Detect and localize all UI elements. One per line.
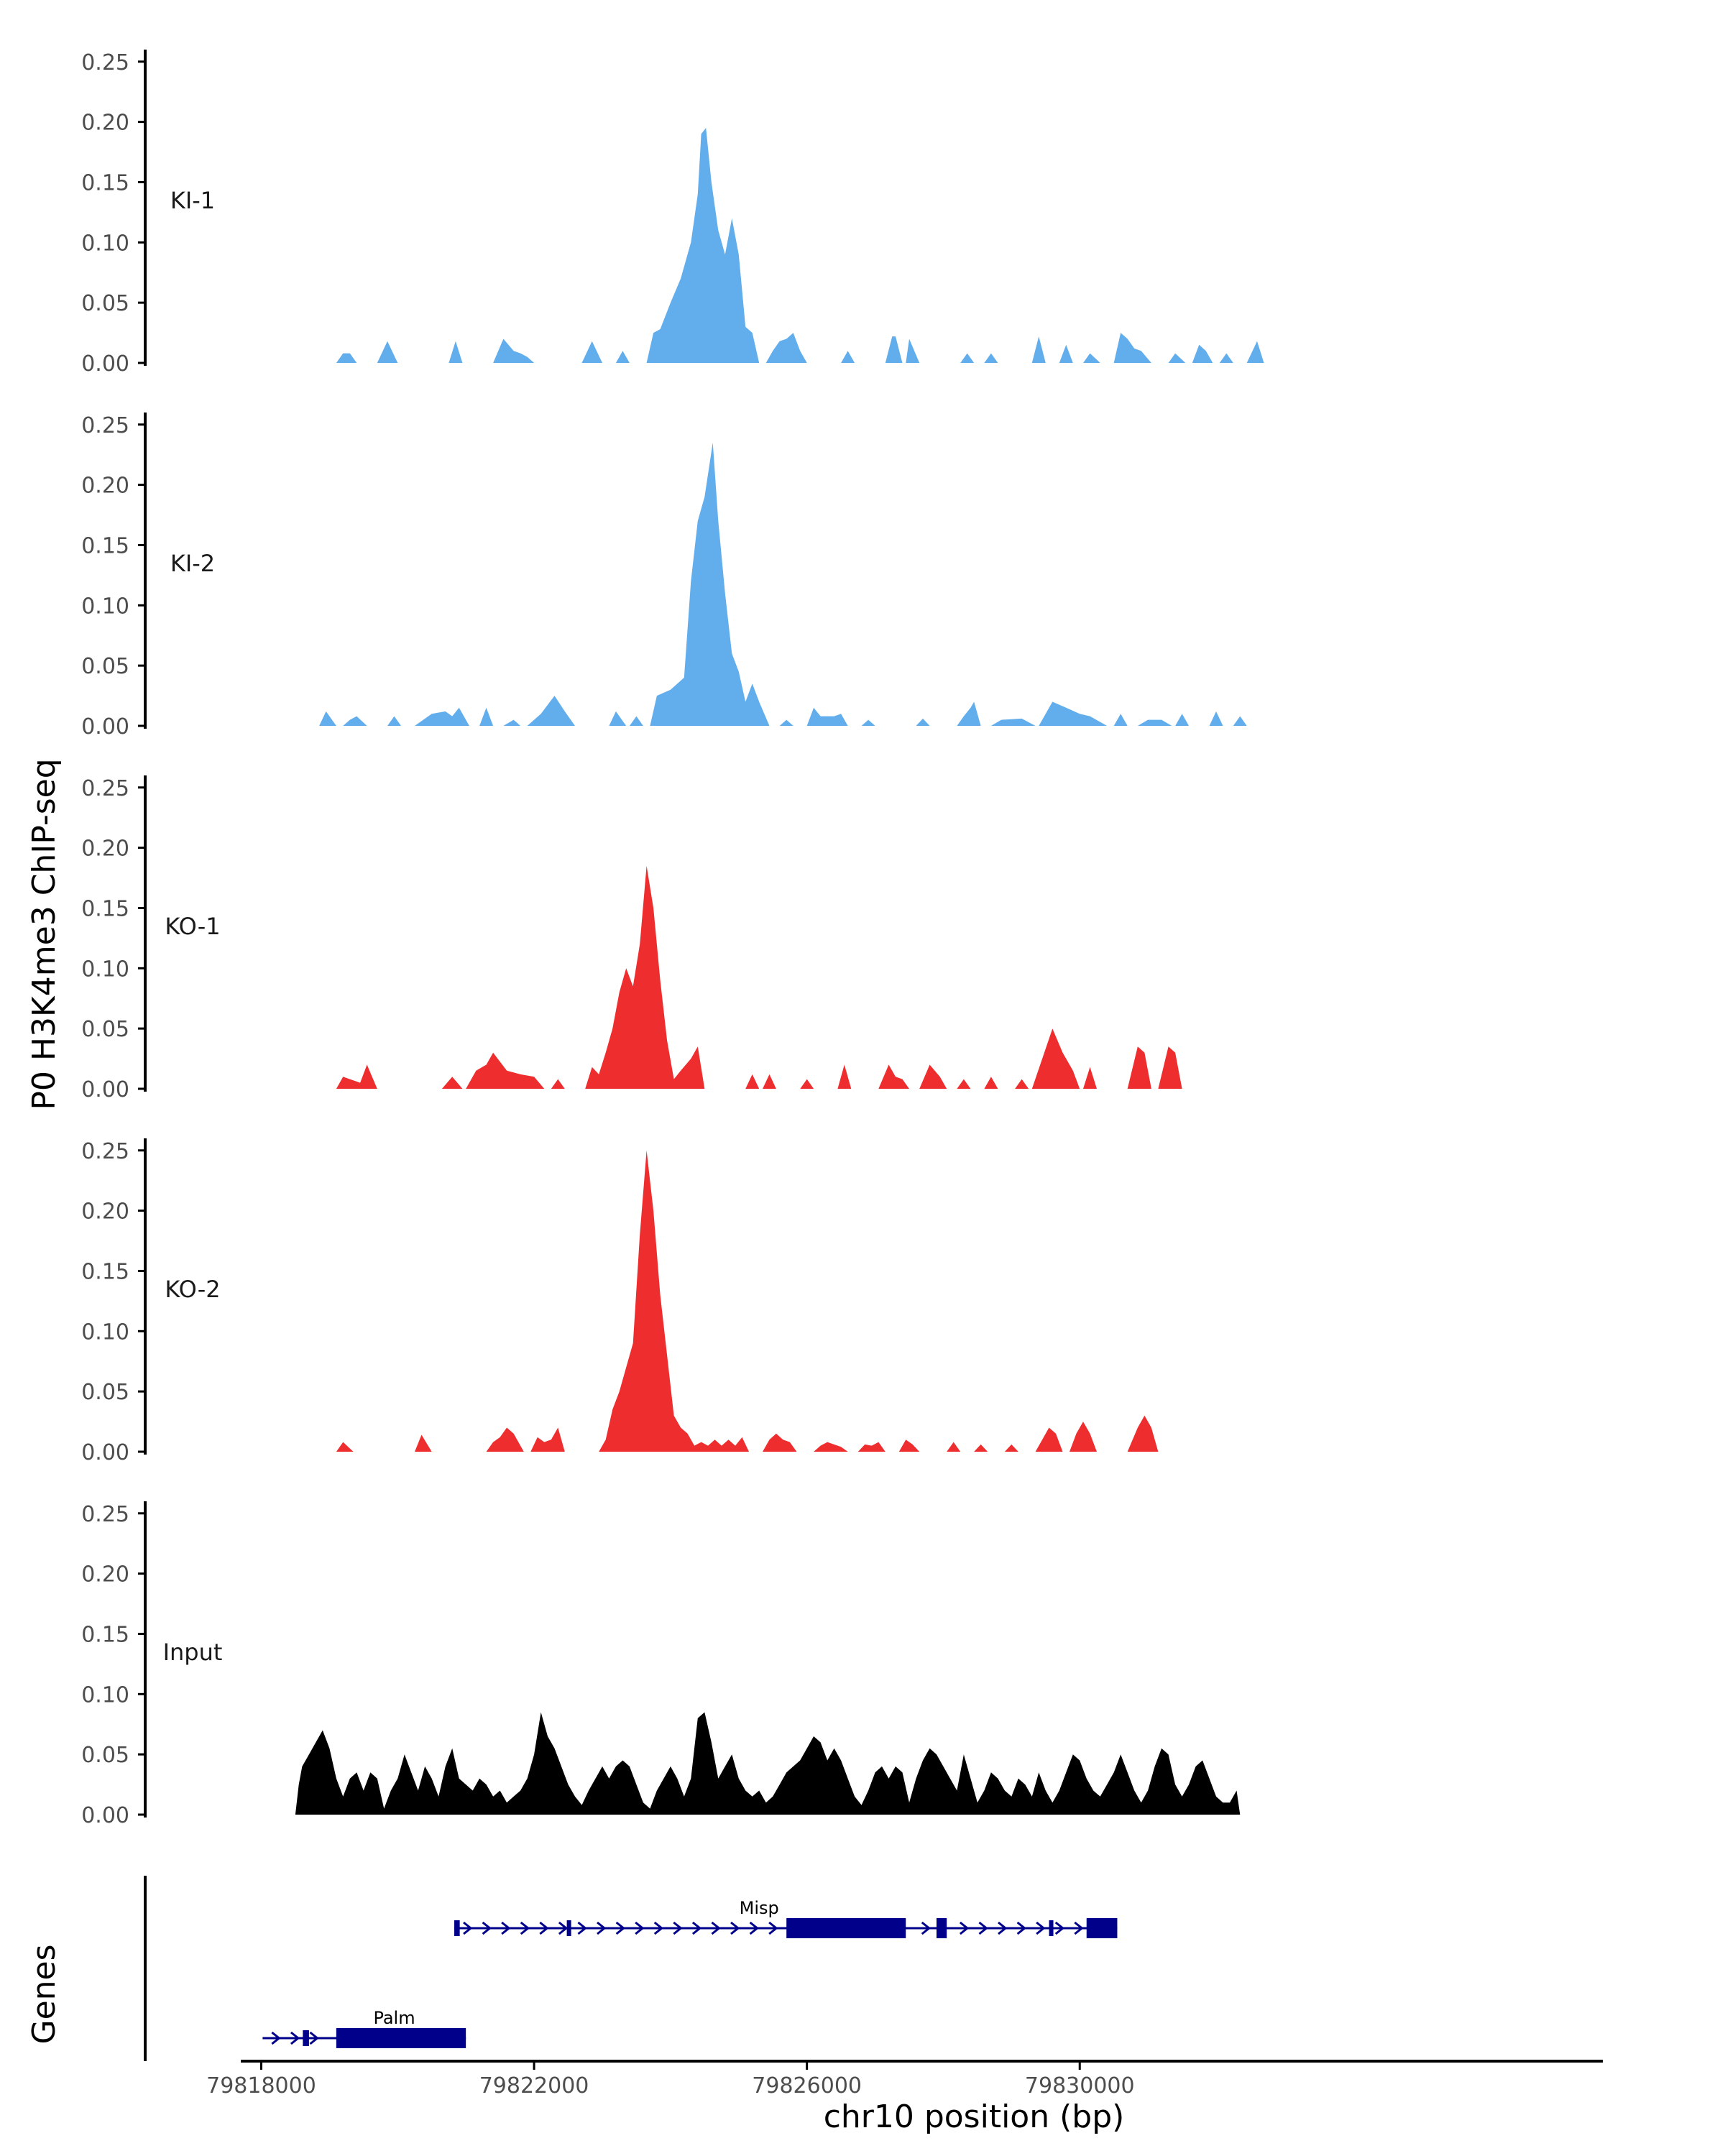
track-label: KI-2 xyxy=(170,550,215,577)
y-tick-label: 0.15 xyxy=(81,170,129,195)
strand-arrow xyxy=(768,1921,778,1935)
track-ko-1: 0.00 0.05 0.10 0.15 0.20 0.25 KO-1 xyxy=(81,775,1182,1102)
y-tick-label: 0.10 xyxy=(81,231,129,256)
gene-misp: Misp xyxy=(454,1898,1118,1938)
strand-arrow xyxy=(691,1921,702,1935)
y-tick-label: 0.20 xyxy=(81,111,129,136)
y-tick-label: 0.25 xyxy=(81,1502,129,1527)
signal-area xyxy=(336,865,1182,1089)
signal-area xyxy=(295,1712,1241,1815)
strand-arrow xyxy=(673,1921,683,1935)
gene-name: Palm xyxy=(373,2008,415,2028)
gene-palm: Palm xyxy=(262,2008,466,2048)
exon xyxy=(1049,1920,1054,1936)
strand-arrow xyxy=(730,1921,740,1935)
strand-arrow xyxy=(711,1921,721,1935)
strand-arrow xyxy=(1054,1921,1065,1935)
gene-track: Misp Palm xyxy=(144,1876,1118,2061)
strand-arrow xyxy=(501,1921,511,1935)
signal-area xyxy=(336,128,1264,363)
y-tick-label: 0.20 xyxy=(81,1199,129,1225)
track-input: 0.00 0.05 0.10 0.15 0.20 0.25 Input xyxy=(81,1501,1241,1828)
signal-tracks: 0.00 0.05 0.10 0.15 0.20 0.25 KI-1 0.00 0.05 0.10… xyxy=(81,50,1264,1828)
track-label: KO-2 xyxy=(165,1276,220,1303)
exon xyxy=(336,2028,466,2048)
strand-arrow xyxy=(539,1921,549,1935)
y-tick-label: 0.20 xyxy=(81,1562,129,1588)
strand-arrow xyxy=(1036,1921,1046,1935)
strand-arrow xyxy=(749,1921,759,1935)
y-tick-label: 0.10 xyxy=(81,957,129,982)
track-ki-1: 0.00 0.05 0.10 0.15 0.20 0.25 KI-1 xyxy=(81,50,1264,377)
y-tick-label: 0.05 xyxy=(81,1017,129,1042)
strand-arrow xyxy=(482,1921,492,1935)
exon xyxy=(566,1920,571,1936)
track-label: KI-1 xyxy=(170,187,215,214)
track-label: KO-1 xyxy=(165,913,220,940)
y-tick-label: 0.00 xyxy=(81,1440,129,1465)
x-tick-label: 79826000 xyxy=(752,2073,862,2099)
strand-arrow xyxy=(597,1921,607,1935)
y-tick-label: 0.10 xyxy=(81,1682,129,1708)
y-tick-label: 0.20 xyxy=(81,837,129,862)
y-tick-label: 0.10 xyxy=(81,594,129,619)
x-axis-title: chr10 position (bp) xyxy=(824,2099,1125,2135)
strand-arrow xyxy=(520,1921,530,1935)
strand-arrow xyxy=(1016,1921,1026,1935)
y-tick-label: 0.15 xyxy=(81,533,129,558)
track-label: Input xyxy=(163,1639,223,1666)
strand-arrow xyxy=(978,1921,988,1935)
y-tick-label: 0.00 xyxy=(81,1803,129,1828)
signal-area xyxy=(319,442,1247,726)
y-tick-label: 0.15 xyxy=(81,1622,129,1647)
x-tick-label: 79822000 xyxy=(479,2073,589,2099)
signal-area xyxy=(336,1150,1159,1452)
strand-arrow xyxy=(309,2031,319,2045)
y-tick-label: 0.05 xyxy=(81,1743,129,1768)
y-tick-label: 0.05 xyxy=(81,1380,129,1405)
y-tick-label: 0.25 xyxy=(81,50,129,75)
strand-arrow xyxy=(921,1921,932,1935)
y-tick-label: 0.25 xyxy=(81,776,129,801)
strand-arrow xyxy=(635,1921,645,1935)
exon xyxy=(786,1918,906,1938)
y-tick-label: 0.25 xyxy=(81,413,129,438)
y-tick-label: 0.20 xyxy=(81,474,129,499)
exon xyxy=(454,1920,460,1936)
strand-arrow xyxy=(558,1921,569,1935)
track-ki-2: 0.00 0.05 0.10 0.15 0.20 0.25 KI-2 xyxy=(81,413,1247,740)
strand-arrow xyxy=(1074,1921,1084,1935)
strand-arrow xyxy=(577,1921,587,1935)
y-axis-title: P0 H3K4me3 ChIP-seq xyxy=(26,758,63,1110)
y-tick-label: 0.05 xyxy=(81,654,129,679)
exon xyxy=(1086,1918,1118,1938)
strand-arrow xyxy=(653,1921,664,1935)
strand-arrow xyxy=(290,2031,300,2045)
track-ko-2: 0.00 0.05 0.10 0.15 0.20 0.25 KO-2 xyxy=(81,1138,1159,1465)
y-tick-label: 0.00 xyxy=(81,1077,129,1102)
y-tick-label: 0.15 xyxy=(81,1259,129,1284)
y-tick-label: 0.00 xyxy=(81,351,129,377)
genes-track-title: Genes xyxy=(26,1944,63,2044)
exon xyxy=(303,2030,309,2046)
x-tick-label: 79830000 xyxy=(1025,2073,1135,2099)
y-tick-label: 0.05 xyxy=(81,291,129,316)
gene-name: Misp xyxy=(740,1898,779,1918)
strand-arrow xyxy=(998,1921,1008,1935)
x-tick-label: 79818000 xyxy=(206,2073,316,2099)
y-tick-label: 0.25 xyxy=(81,1139,129,1164)
strand-arrow xyxy=(463,1921,473,1935)
y-tick-label: 0.15 xyxy=(81,896,129,921)
strand-arrow xyxy=(615,1921,625,1935)
x-axis: 79818000 79822000 79826000 79830000 xyxy=(206,2060,1603,2099)
strand-arrow xyxy=(959,1921,970,1935)
y-tick-label: 0.10 xyxy=(81,1319,129,1345)
exon xyxy=(936,1918,947,1938)
strand-arrow xyxy=(271,2031,281,2045)
y-tick-label: 0.00 xyxy=(81,714,129,740)
